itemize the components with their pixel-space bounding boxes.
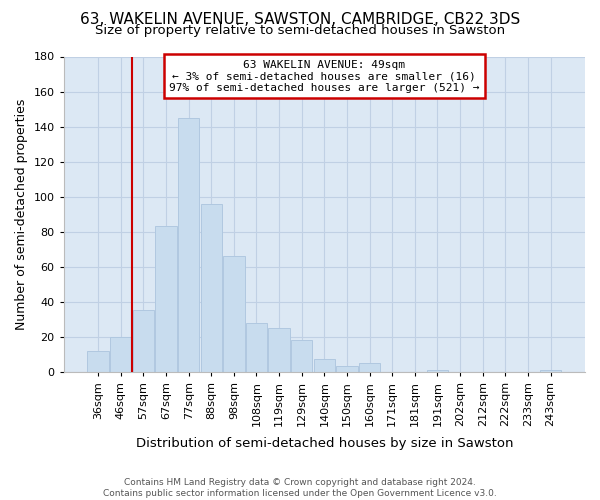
Bar [110, 336, 131, 372]
Text: 63 WAKELIN AVENUE: 49sqm
← 3% of semi-detached houses are smaller (16)
97% of se: 63 WAKELIN AVENUE: 49sqm ← 3% of semi-de… [169, 60, 479, 93]
Bar [540, 370, 562, 372]
Bar [155, 226, 177, 372]
Bar [359, 363, 380, 372]
Bar [88, 350, 109, 372]
Bar [336, 366, 358, 372]
Bar [223, 256, 245, 372]
Bar [133, 310, 154, 372]
Text: 63, WAKELIN AVENUE, SAWSTON, CAMBRIDGE, CB22 3DS: 63, WAKELIN AVENUE, SAWSTON, CAMBRIDGE, … [80, 12, 520, 28]
Y-axis label: Number of semi-detached properties: Number of semi-detached properties [15, 98, 28, 330]
Text: Size of property relative to semi-detached houses in Sawston: Size of property relative to semi-detach… [95, 24, 505, 37]
Bar [427, 370, 448, 372]
Bar [200, 204, 222, 372]
Bar [268, 328, 290, 372]
Text: Contains HM Land Registry data © Crown copyright and database right 2024.
Contai: Contains HM Land Registry data © Crown c… [103, 478, 497, 498]
Bar [178, 118, 199, 372]
Bar [291, 340, 313, 372]
Bar [314, 360, 335, 372]
X-axis label: Distribution of semi-detached houses by size in Sawston: Distribution of semi-detached houses by … [136, 437, 513, 450]
Bar [246, 322, 267, 372]
